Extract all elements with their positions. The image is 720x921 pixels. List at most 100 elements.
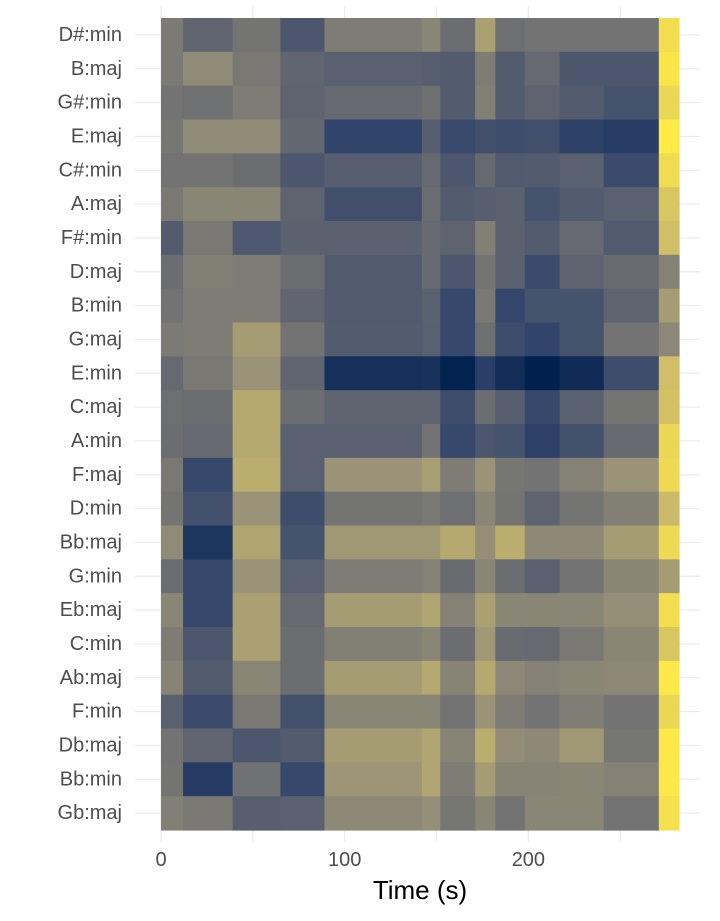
x-axis-title: Time (s) xyxy=(373,875,467,905)
heatmap-cell xyxy=(324,85,423,121)
heatmap-cell xyxy=(232,627,281,662)
heatmap-cell xyxy=(559,18,605,53)
heatmap-cell xyxy=(603,796,660,831)
heatmap-cell xyxy=(440,187,476,222)
heatmap-cell xyxy=(232,51,281,87)
heatmap-cell xyxy=(475,559,496,594)
heatmap-cell xyxy=(524,119,561,154)
heatmap-cell xyxy=(183,525,234,560)
heatmap-cell xyxy=(232,457,281,493)
heatmap-cell xyxy=(280,728,326,763)
heatmap-cell xyxy=(183,85,234,121)
y-tick-label: Bb:maj xyxy=(60,531,122,553)
heatmap-cell xyxy=(475,51,496,87)
heatmap-cell xyxy=(495,254,526,290)
heatmap-cell xyxy=(161,762,184,797)
heatmap-cell xyxy=(232,390,281,425)
heatmap-cell xyxy=(421,728,441,763)
heatmap-cell xyxy=(232,187,281,222)
heatmap-cell xyxy=(559,390,605,425)
heatmap-cell xyxy=(324,525,423,560)
heatmap-cell xyxy=(183,254,234,290)
heatmap-cell xyxy=(280,559,326,594)
heatmap-cell xyxy=(495,525,526,560)
heatmap-cell xyxy=(475,119,496,154)
heatmap-cell xyxy=(559,254,605,290)
heatmap-cell xyxy=(232,762,281,797)
heatmap-cell xyxy=(524,796,561,831)
heatmap-cell xyxy=(440,390,476,425)
heatmap-cell xyxy=(440,559,476,594)
heatmap-cell xyxy=(603,254,660,290)
heatmap-cell xyxy=(495,18,526,53)
heatmap-cell xyxy=(161,457,184,493)
heatmap-cell xyxy=(658,762,680,797)
heatmap-cell xyxy=(603,694,660,730)
y-tick-label: E:min xyxy=(71,362,122,384)
heatmap-cell xyxy=(440,288,476,324)
heatmap-cell xyxy=(658,424,680,459)
heatmap-cell xyxy=(280,457,326,493)
heatmap-cell xyxy=(603,119,660,154)
heatmap-cell xyxy=(280,491,326,527)
heatmap-cell xyxy=(658,85,680,121)
y-tick-label: Db:maj xyxy=(59,734,122,756)
heatmap-cell xyxy=(658,51,680,87)
heatmap-cell xyxy=(280,153,326,188)
heatmap-cell xyxy=(603,187,660,222)
heatmap-cell xyxy=(183,153,234,188)
heatmap-cell xyxy=(440,694,476,730)
y-tick-label: F:maj xyxy=(72,464,122,486)
heatmap-cell xyxy=(161,390,184,425)
heatmap-cell xyxy=(421,356,441,391)
heatmap-cell xyxy=(183,221,234,256)
heatmap-cell xyxy=(524,491,561,527)
heatmap-cell xyxy=(421,153,441,188)
heatmap-cell xyxy=(440,322,476,357)
heatmap-cell xyxy=(421,51,441,87)
heatmap-cell xyxy=(524,322,561,357)
heatmap-cell xyxy=(232,424,281,459)
heatmap-cell xyxy=(495,627,526,662)
heatmap-cell xyxy=(183,593,234,628)
heatmap-cell xyxy=(475,593,496,628)
heatmap-cell xyxy=(421,322,441,357)
heatmap-cell xyxy=(495,221,526,256)
heatmap-cell xyxy=(658,322,680,357)
heatmap-cell xyxy=(161,288,184,324)
heatmap-cell xyxy=(183,322,234,357)
heatmap-cell xyxy=(161,627,184,662)
heatmap-cell xyxy=(280,660,326,696)
heatmap-cell xyxy=(524,627,561,662)
heatmap-cell xyxy=(440,762,476,797)
y-tick-label: G:maj xyxy=(69,328,122,350)
heatmap-cell xyxy=(183,119,234,154)
heatmap-cell xyxy=(232,322,281,357)
heatmap-cell xyxy=(658,187,680,222)
heatmap-cell xyxy=(324,288,423,324)
heatmap-cell xyxy=(421,762,441,797)
heatmap-cell xyxy=(183,491,234,527)
heatmap-cell xyxy=(524,187,561,222)
heatmap-cell xyxy=(524,390,561,425)
heatmap-cell xyxy=(280,221,326,256)
heatmap-cell xyxy=(603,153,660,188)
heatmap-cell xyxy=(559,694,605,730)
heatmap-cell xyxy=(603,525,660,560)
heatmap-cell xyxy=(280,18,326,53)
heatmap-cell xyxy=(421,119,441,154)
heatmap-cell xyxy=(495,153,526,188)
heatmap-cell xyxy=(495,457,526,493)
heatmap-cell xyxy=(324,390,423,425)
heatmap-cell xyxy=(603,491,660,527)
heatmap-cell xyxy=(324,153,423,188)
heatmap-cell xyxy=(603,18,660,53)
heatmap-cell xyxy=(440,254,476,290)
heatmap-cell xyxy=(559,187,605,222)
heatmap-cell xyxy=(495,51,526,87)
heatmap-cell xyxy=(495,424,526,459)
heatmap-cell xyxy=(559,660,605,696)
heatmap-cell xyxy=(658,119,680,154)
heatmap-cell xyxy=(232,660,281,696)
heatmap-cell xyxy=(440,424,476,459)
